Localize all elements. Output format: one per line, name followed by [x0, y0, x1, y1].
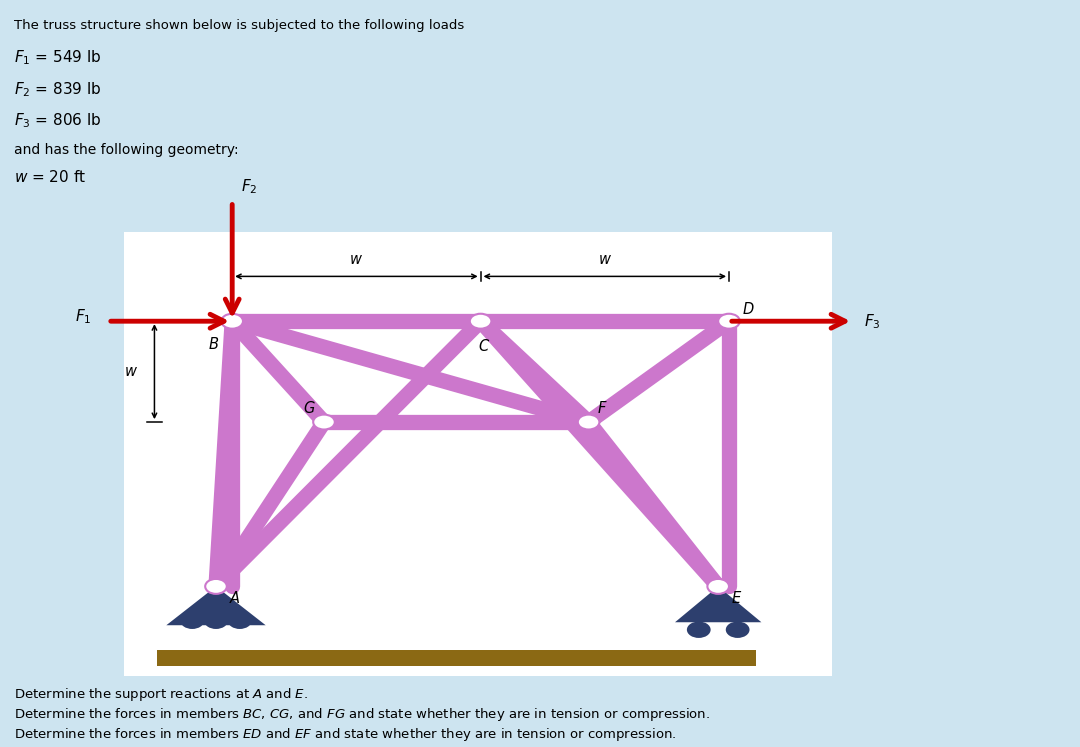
Polygon shape: [166, 586, 266, 625]
Text: Determine the forces in members $BC$, $CG$, and $FG$ and state whether they are : Determine the forces in members $BC$, $C…: [14, 706, 711, 723]
Text: $F_3$: $F_3$: [864, 311, 880, 331]
Text: Determine the support reactions at $A$ and $E$.: Determine the support reactions at $A$ a…: [14, 686, 308, 703]
Text: $w$: $w$: [598, 252, 611, 267]
Text: $F_2$: $F_2$: [241, 177, 257, 196]
Circle shape: [204, 613, 228, 629]
Text: $C$: $C$: [477, 338, 490, 353]
Text: $A$: $A$: [229, 590, 241, 606]
FancyBboxPatch shape: [124, 232, 832, 676]
Text: and has the following geometry:: and has the following geometry:: [14, 143, 239, 157]
Circle shape: [578, 415, 599, 430]
Text: Determine the forces in members $ED$ and $EF$ and state whether they are in tens: Determine the forces in members $ED$ and…: [14, 726, 676, 743]
Text: $E$: $E$: [731, 590, 742, 606]
Text: The truss structure shown below is subjected to the following loads: The truss structure shown below is subje…: [14, 19, 464, 32]
Text: $w$: $w$: [350, 252, 363, 267]
Circle shape: [228, 613, 252, 629]
Text: $F_1$: $F_1$: [76, 307, 92, 326]
Circle shape: [205, 579, 227, 594]
Text: $G$: $G$: [302, 400, 315, 416]
Text: $D$: $D$: [742, 302, 755, 317]
Text: $w$: $w$: [124, 364, 138, 379]
Text: $w$ = 20 ft: $w$ = 20 ft: [14, 169, 86, 185]
Circle shape: [313, 415, 335, 430]
Text: $F_1$ = 549 lb: $F_1$ = 549 lb: [14, 49, 102, 67]
Text: $F$: $F$: [597, 400, 608, 416]
Circle shape: [180, 613, 204, 629]
Circle shape: [221, 314, 243, 329]
FancyBboxPatch shape: [157, 650, 756, 666]
Circle shape: [687, 622, 711, 638]
Circle shape: [707, 579, 729, 594]
Circle shape: [470, 314, 491, 329]
Polygon shape: [675, 586, 761, 622]
Circle shape: [718, 314, 740, 329]
Text: $F_2$ = 839 lb: $F_2$ = 839 lb: [14, 80, 102, 99]
Text: $B$: $B$: [208, 336, 219, 352]
Text: $F_3$ = 806 lb: $F_3$ = 806 lb: [14, 111, 102, 130]
Circle shape: [726, 622, 750, 638]
